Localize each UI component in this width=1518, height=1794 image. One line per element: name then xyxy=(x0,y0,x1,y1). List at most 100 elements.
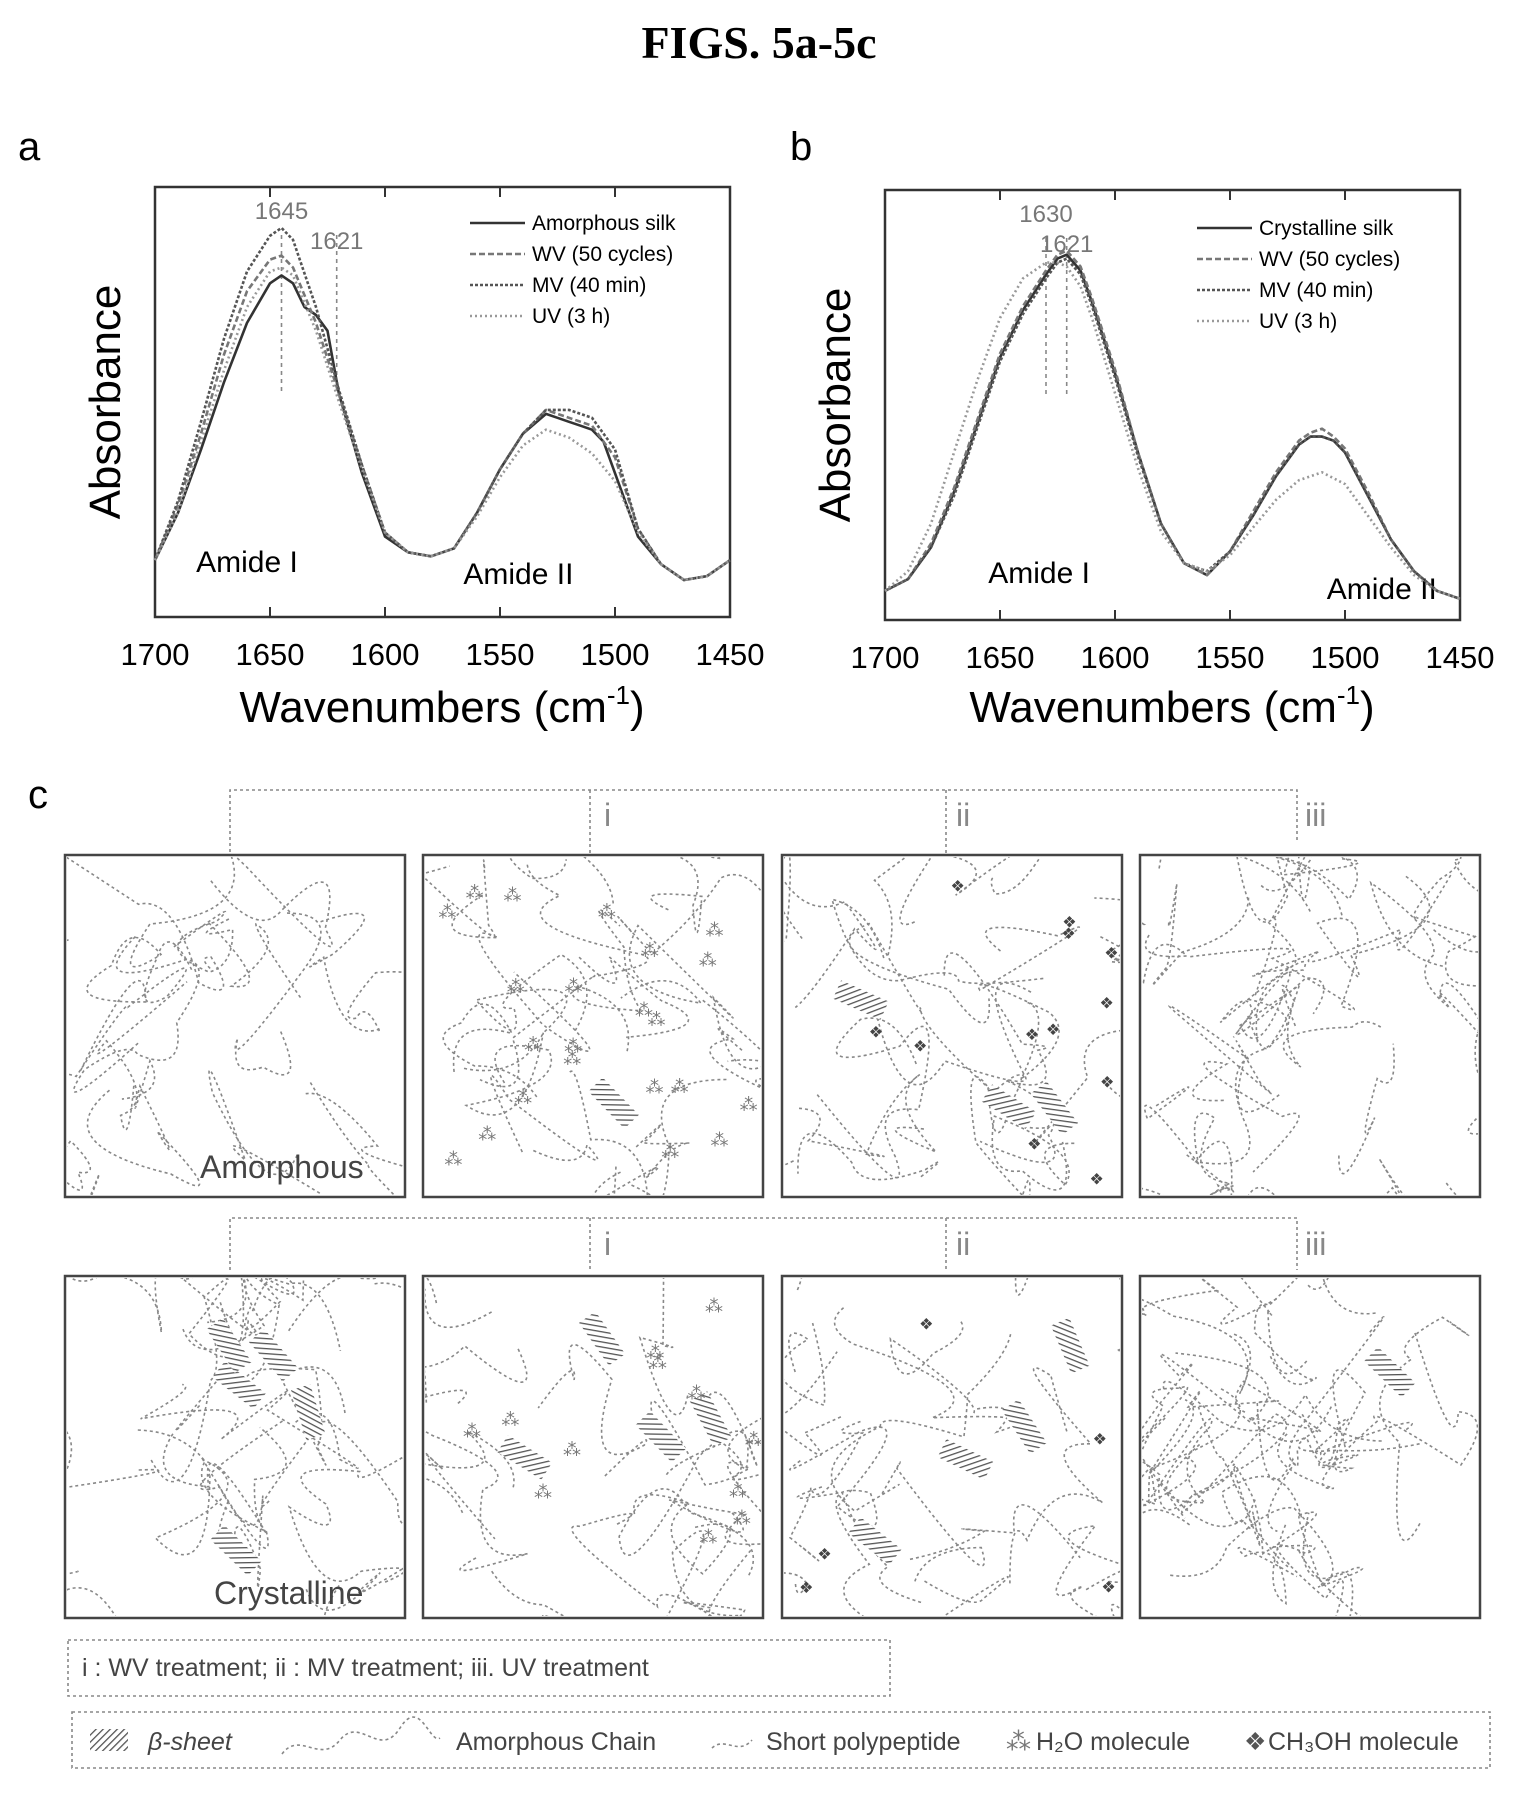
schematic-content-r1-c2: ❖❖❖❖❖ xyxy=(784,1278,1120,1616)
schematic-box-r0-c1: ⁂⁂⁂⁂ ⁂⁂⁂⁂⁂⁂⁂⁂⁂⁂⁂⁂⁂⁂⁂⁂⁂⁂ xyxy=(421,853,765,1199)
b-peak-label-0: 1630 xyxy=(1019,201,1072,228)
a-xtick-label-1: 1650 xyxy=(236,637,305,672)
beta-sheet-r1-c2-2 xyxy=(937,1439,994,1480)
chain-r1-c2-7 xyxy=(833,1305,1019,1434)
chain-r1-c0-15 xyxy=(245,1366,346,1466)
chain-r1-c1-2 xyxy=(682,1601,746,1616)
ch3oh-icon-r0-c2-7: ❖ xyxy=(869,1025,883,1042)
h2o-icon-r0-c1-4: ⁂ xyxy=(661,1142,679,1162)
beta-sheet-r1-c1-1 xyxy=(635,1411,687,1463)
chain-r0-c2-15 xyxy=(977,926,1080,1080)
h2o-icon-r1-c1-3: ⁂ xyxy=(729,1481,747,1501)
legend-h2o: ⁂ H₂O molecule xyxy=(1006,1728,1190,1756)
h2o-icon-r1-c1-10: ⁂ xyxy=(649,1353,667,1373)
chain-r0-c3-14 xyxy=(1413,857,1462,920)
chain-r0-c2-13 xyxy=(1013,1029,1120,1147)
chain-r1-c0-13 xyxy=(243,1278,377,1332)
chain-r1-c3-19 xyxy=(1221,1475,1354,1616)
chain-r1-c2-6 xyxy=(889,1321,976,1414)
bracket-top: i ii iii xyxy=(229,789,1326,858)
ch3oh-icon-r1-c2-1: ❖ xyxy=(1093,1431,1107,1448)
ch3oh-icon-r0-c2-11: ❖ xyxy=(1100,1074,1114,1091)
chain-r1-c0-17 xyxy=(182,1278,266,1351)
panel-a-xlabel-main: Wavenumbers (cm xyxy=(239,683,607,732)
schematic-box-r1-c0 xyxy=(63,1274,407,1620)
chain-r1-c1-6 xyxy=(425,1430,528,1572)
schematic-frame-r0-c3 xyxy=(1138,853,1482,1199)
h2o-icon-r1-c1-0: ⁂ xyxy=(646,1342,664,1362)
a-legend-label-1: WV (50 cycles) xyxy=(532,243,673,266)
amorphous-chain-swatch xyxy=(281,1716,441,1755)
h2o-icon-r1-c1-1: ⁂ xyxy=(705,1296,723,1316)
chain-r0-c3-10 xyxy=(1143,1086,1233,1195)
chain-r0-c0-11 xyxy=(210,857,333,948)
chain-r0-c0-13 xyxy=(309,912,380,1032)
bracket-bottom-label-iii: iii xyxy=(1305,1226,1326,1262)
chain-r0-c2-3 xyxy=(873,857,933,956)
beta-sheet-r1-c0-4 xyxy=(206,1318,252,1373)
ch3oh-icon-r0-c2-4: ❖ xyxy=(1062,914,1076,931)
ch3oh-icon-r0-c2-6: ❖ xyxy=(950,879,964,896)
h2o-icon-r0-c1-20: ⁂ xyxy=(564,976,582,996)
chain-r0-c3-1 xyxy=(1151,883,1250,987)
chain-r0-c1-2 xyxy=(620,924,761,1070)
h2o-icon-r0-c1-1: ⁂ xyxy=(635,1000,653,1020)
schematic-box-r0-c0 xyxy=(63,853,407,1199)
h2o-icon-r0-c1-14: ⁂ xyxy=(671,1076,689,1096)
h2o-icon-r0-c1-8: ⁂ xyxy=(438,902,456,922)
chain-r0-c0-2 xyxy=(67,941,193,1078)
h2o-icon-r0-c1-16: ⁂ xyxy=(524,1035,542,1055)
ch3oh-icon-r0-c2-1: ❖ xyxy=(1061,926,1075,943)
chain-r1-c1-5 xyxy=(425,1389,467,1516)
legend-ch3oh: ❖ CH₃OH molecule xyxy=(1244,1728,1459,1756)
chain-r1-c1-0 xyxy=(618,1417,761,1576)
chain-r0-c0-6 xyxy=(67,939,69,942)
chain-r0-c1-15 xyxy=(464,1032,553,1116)
h2o-icon-r1-c1-7: ⁂ xyxy=(534,1482,552,1502)
ch3oh-icon-r0-c2-8: ❖ xyxy=(1027,1137,1041,1154)
row-label-amorphous: Amorphous xyxy=(200,1149,364,1185)
chain-r0-c1-13 xyxy=(709,1028,761,1089)
schematic-box-r1-c2: ❖❖❖❖❖ xyxy=(780,1274,1124,1620)
chain-r1-c2-12 xyxy=(788,1420,864,1562)
ch3oh-icon-r0-c2-9: ❖ xyxy=(913,1038,927,1055)
b-series-line-2 xyxy=(884,257,1461,601)
chain-r1-c0-11 xyxy=(260,1420,403,1526)
chain-r1-c0-14 xyxy=(287,1456,403,1583)
short-polypeptide-label: Short polypeptide xyxy=(766,1728,961,1756)
chain-r0-c1-16 xyxy=(425,859,496,938)
chain-r1-c3-15 xyxy=(1142,1456,1197,1508)
bracket-top-label-i: i xyxy=(604,797,611,833)
chain-r1-c1-14 xyxy=(425,1288,492,1329)
a-xtick-label-4: 1500 xyxy=(581,637,650,672)
panel-b-xlabel-close: ) xyxy=(1360,683,1375,732)
beta-sheet-swatch xyxy=(90,1729,128,1751)
treatment-key-text: i : WV treatment; ii : MV treatment; iii… xyxy=(82,1654,649,1682)
schematic-frame-r1-c0 xyxy=(63,1274,407,1620)
chain-r1-c0-2 xyxy=(199,1419,284,1589)
chain-r0-c2-6 xyxy=(830,898,1044,985)
bracket-top-label-ii: ii xyxy=(956,797,970,833)
chain-r1-c2-16 xyxy=(909,1504,1081,1561)
legend-beta-sheet: β-sheet xyxy=(90,1728,233,1756)
chain-r1-c3-3 xyxy=(1142,1412,1288,1514)
bracket-bottom-label-i: i xyxy=(604,1226,611,1262)
ch3oh-icon-r1-c2-2: ❖ xyxy=(799,1580,813,1597)
h2o-icon-r1-c1-4: ⁂ xyxy=(733,1508,751,1528)
chain-r0-c2-2 xyxy=(797,1073,937,1158)
chain-r0-c3-13 xyxy=(1369,880,1478,1034)
b-legend-label-1: WV (50 cycles) xyxy=(1259,248,1400,271)
schematic-box-r0-c3 xyxy=(1138,853,1482,1199)
treatment-key-box xyxy=(67,1639,891,1697)
h2o-icon-r1-c1-11: ⁂ xyxy=(563,1439,581,1459)
chain-r0-c3-0 xyxy=(1281,984,1383,1068)
symbol-legend-box xyxy=(71,1711,1491,1769)
chain-r1-c3-11 xyxy=(1160,1406,1253,1530)
beta-sheet-r1-c3-0 xyxy=(1364,1346,1416,1398)
schematic-frame-r0-c1 xyxy=(421,853,765,1199)
beta-sheet-r0-c2-1 xyxy=(832,980,889,1020)
chain-r1-c1-13 xyxy=(705,1391,761,1468)
panel-a-letter: a xyxy=(18,125,41,169)
